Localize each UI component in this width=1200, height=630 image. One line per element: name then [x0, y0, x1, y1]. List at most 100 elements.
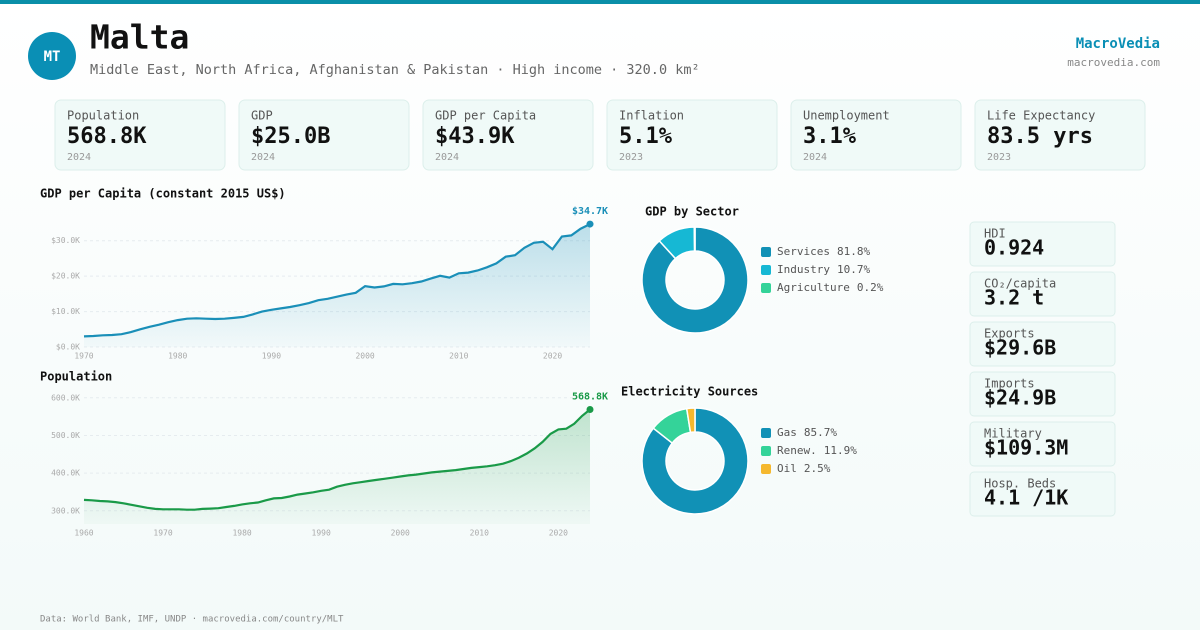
stat-value: 5.1%: [619, 124, 673, 149]
stat-value: $43.9K: [435, 124, 515, 149]
x-tick-label: 1970: [74, 352, 93, 361]
legend-value: 0.2%: [857, 281, 884, 294]
side-stat-value: $24.9B: [984, 386, 1056, 410]
card-bg: [606, 99, 778, 171]
legend-swatch: [761, 446, 771, 456]
card-bg: [790, 99, 962, 171]
area: [84, 224, 590, 347]
stat-year: 2024: [67, 152, 91, 163]
slice: [685, 407, 696, 434]
legend-name: Agriculture: [777, 281, 850, 294]
legend-entry: Industry 10.7%: [777, 263, 870, 276]
y-tick-label: $10.0K: [51, 307, 80, 316]
brand-domain: macrovedia.com: [1067, 56, 1160, 69]
slice: [693, 226, 696, 252]
stat-label: Population: [67, 109, 139, 123]
legend-name: Renew.: [777, 444, 817, 457]
subtitle: Middle East, North Africa, Afghanistan &…: [90, 62, 700, 78]
slice: [641, 407, 749, 515]
card-bg: [969, 221, 1116, 267]
x-tick-label: 1960: [74, 529, 93, 538]
side-stat-label: Military: [984, 427, 1042, 441]
x-tick-label: 2020: [549, 529, 568, 538]
legend-value: 2.5%: [804, 462, 831, 475]
legend-value: 85.7%: [804, 426, 837, 439]
stat-year: 2024: [803, 152, 827, 163]
side-stat-value: 0.924: [984, 236, 1044, 260]
card-bg: [969, 471, 1116, 517]
legend-value: 10.7%: [837, 263, 870, 276]
legend-value: 81.8%: [837, 245, 870, 258]
side-stat-card: Military$109.3M: [969, 421, 1116, 467]
footer: Data: World Bank, IMF, UNDP · macrovedia…: [40, 615, 344, 625]
end-label: $34.7K: [572, 206, 608, 217]
side-stat-label: Exports: [984, 327, 1035, 341]
side-stat-label: Imports: [984, 377, 1035, 391]
side-stat-label: HDI: [984, 227, 1006, 241]
legend-entry: Gas 85.7%: [777, 426, 837, 439]
badge-text: MT: [44, 49, 61, 65]
legend-entry: Agriculture 0.2%: [777, 281, 884, 294]
side-stat-card: Exports$29.6B: [969, 321, 1116, 367]
card-bg: [969, 271, 1116, 317]
y-tick-label: $0.0K: [56, 343, 80, 352]
y-tick-label: 600.0K: [51, 393, 80, 402]
y-tick-label: 500.0K: [51, 431, 80, 440]
line: [83, 223, 591, 338]
x-tick-label: 1990: [262, 352, 281, 361]
y-tick-label: $30.0K: [51, 236, 80, 245]
legend-name: Oil: [777, 462, 797, 475]
x-tick-label: 2010: [449, 352, 468, 361]
legend-swatch: [761, 265, 771, 275]
x-tick-label: 1980: [168, 352, 187, 361]
end-label: 568.8K: [572, 392, 608, 403]
side-stat-value: 4.1 /1K: [984, 486, 1068, 510]
side-stat-label: Hosp. Beds: [984, 477, 1056, 491]
top-bar: [0, 0, 1200, 4]
stat-card: GDP per Capita$43.9K 2024: [422, 99, 594, 171]
y-tick-label: 400.0K: [51, 469, 80, 478]
chart-title: GDP per Capita (constant 2015 US$): [40, 187, 286, 201]
x-tick-label: 2020: [543, 352, 562, 361]
stat-value: 3.1%: [803, 124, 857, 149]
stat-value: 568.8K: [67, 124, 147, 149]
area: [84, 409, 590, 524]
stat-label: Unemployment: [803, 109, 890, 123]
legend-name: Services: [777, 245, 830, 258]
legend-name: Industry: [777, 263, 830, 276]
legend-swatch: [761, 283, 771, 293]
y-tick-label: 300.0K: [51, 506, 80, 515]
side-stat-card: Imports$24.9B: [969, 371, 1116, 417]
legend-entry: Renew. 11.9%: [777, 444, 857, 457]
chart-title: Electricity Sources: [621, 385, 758, 399]
side-stat-value: $29.6B: [984, 336, 1056, 360]
legend-name: Gas: [777, 426, 797, 439]
x-tick-label: 1990: [312, 529, 331, 538]
stat-value: $25.0B: [251, 124, 330, 149]
card-bg: [54, 99, 226, 171]
side-stat-value: $109.3M: [984, 436, 1068, 460]
x-tick-label: 2000: [355, 352, 374, 361]
brand: MacroVedia: [1076, 36, 1160, 52]
x-tick-label: 2010: [470, 529, 489, 538]
stat-label: GDP: [251, 109, 273, 123]
side-stat-value: 3.2 t: [984, 286, 1044, 310]
legend-entry: Oil 2.5%: [777, 462, 831, 475]
legend-entry: Services 81.8%: [777, 245, 870, 258]
stat-label: GDP per Capita: [435, 109, 536, 123]
side-stat-label: CO₂/capita: [984, 277, 1056, 291]
line: [83, 408, 591, 511]
card-bg: [238, 99, 410, 171]
x-tick-label: 1970: [153, 529, 172, 538]
stat-year: 2024: [435, 152, 459, 163]
card-bg: [974, 99, 1146, 171]
end-dot: [586, 220, 594, 228]
stat-card: GDP$25.0B 2024: [238, 99, 410, 171]
